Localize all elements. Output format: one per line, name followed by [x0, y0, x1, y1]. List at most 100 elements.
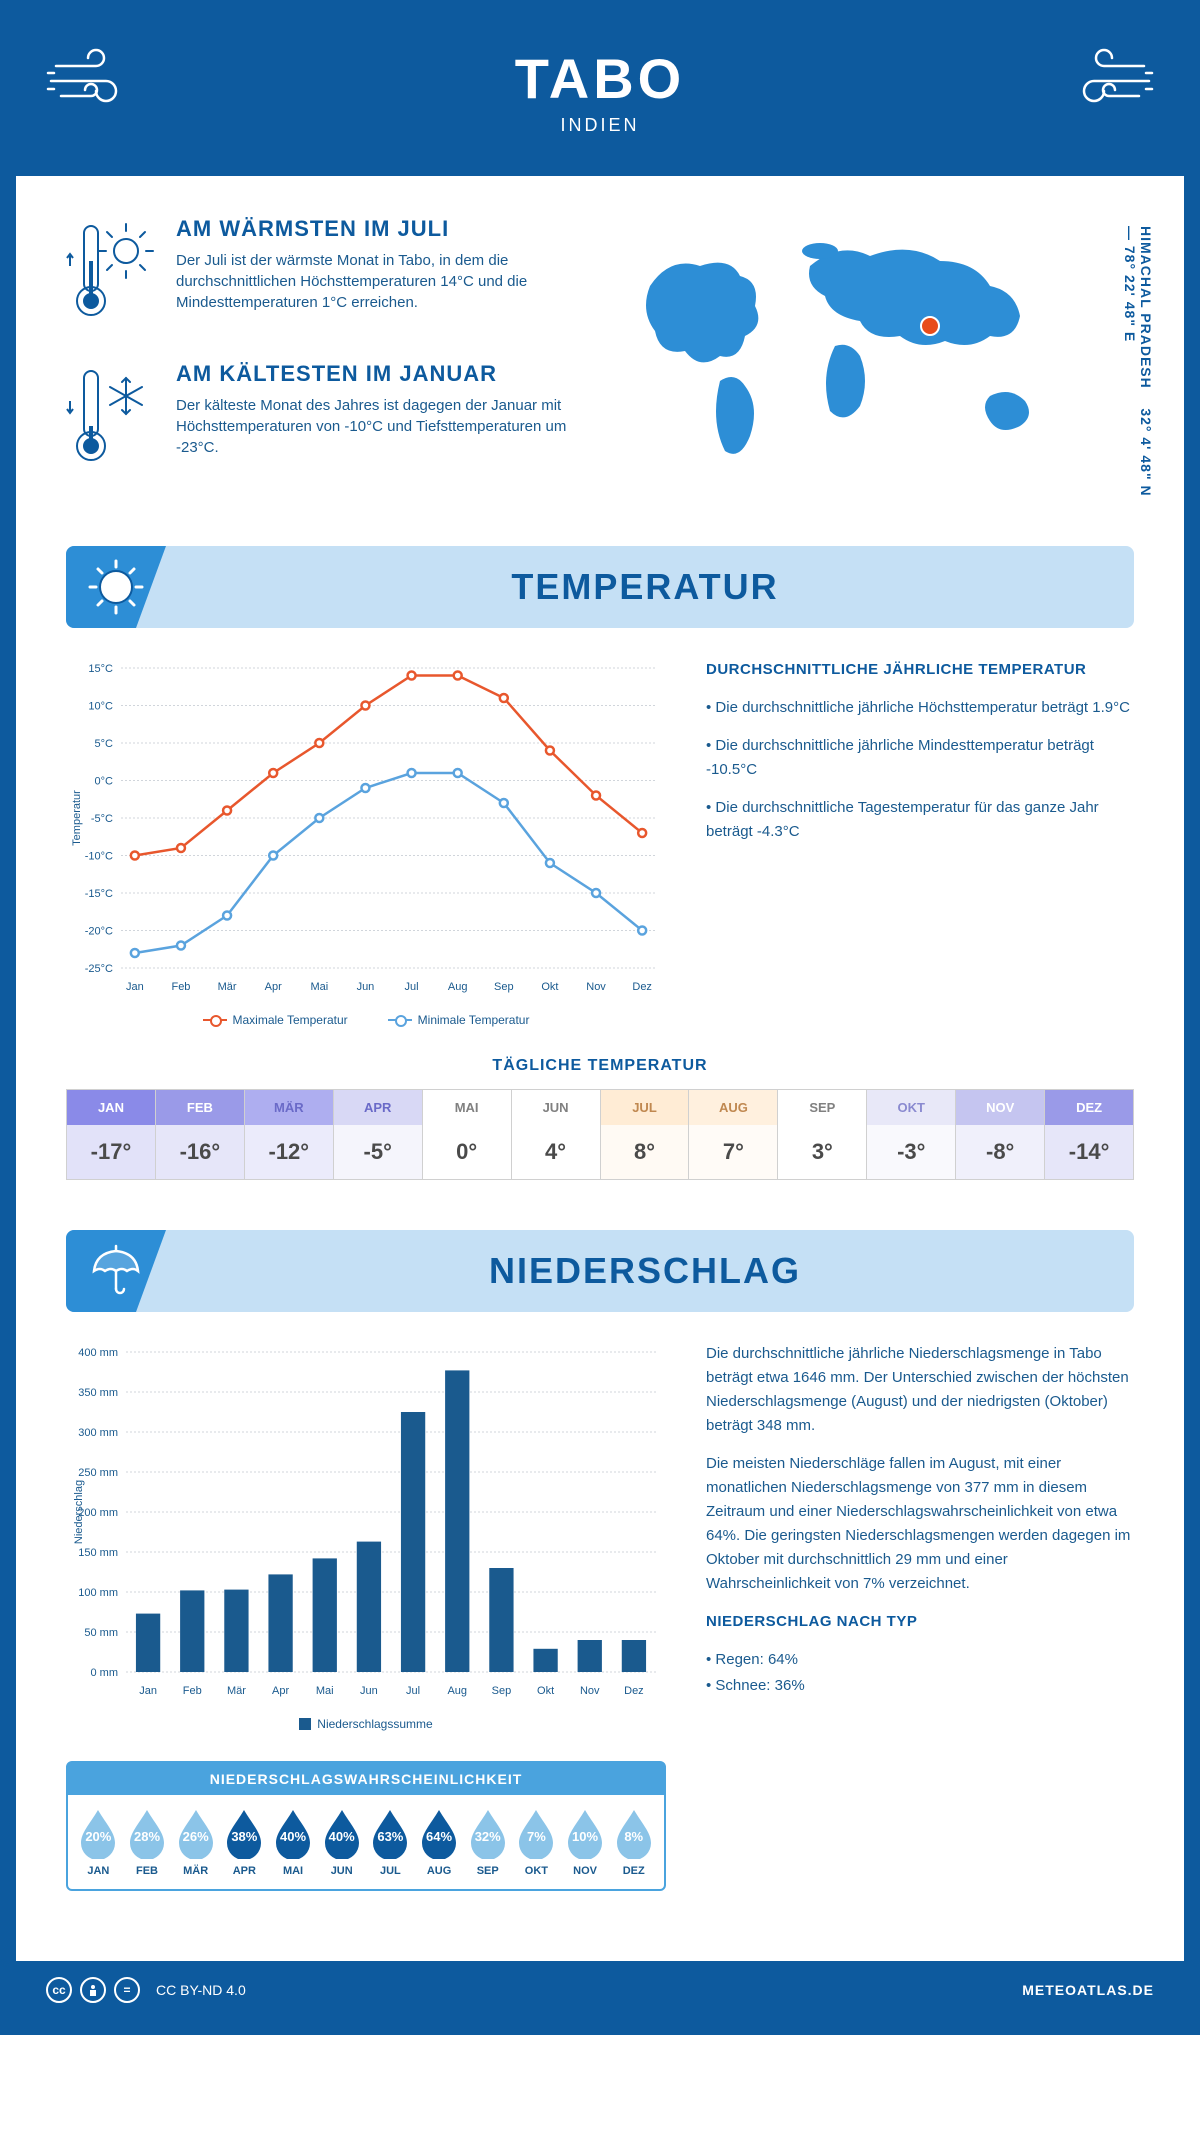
svg-text:Apr: Apr [272, 1685, 289, 1697]
probability-cell: 20% JAN [76, 1807, 121, 1877]
svg-text:Niederschlag: Niederschlag [73, 1480, 85, 1544]
probability-cell: 64% AUG [417, 1807, 462, 1877]
svg-text:Mai: Mai [310, 981, 328, 993]
probability-cell: 8% DEZ [611, 1807, 656, 1877]
temp-cell: SEP 3° [778, 1090, 867, 1179]
svg-text:10°C: 10°C [88, 701, 113, 713]
svg-text:Sep: Sep [492, 1685, 512, 1697]
precipitation-summary: Die durchschnittliche jährliche Niedersc… [706, 1342, 1134, 1891]
page-header: TABO INDIEN [16, 16, 1184, 176]
svg-text:-20°C: -20°C [85, 926, 113, 938]
svg-text:Feb: Feb [183, 1685, 202, 1697]
daily-temp-title: TÄGLICHE TEMPERATUR [66, 1057, 1134, 1075]
cc-icon: cc [46, 1977, 72, 2003]
svg-text:Jul: Jul [405, 981, 419, 993]
section-title: TEMPERATUR [176, 566, 1114, 608]
temperature-summary: DURCHSCHNITTLICHE JÄHRLICHE TEMPERATUR •… [706, 658, 1134, 1027]
svg-text:Feb: Feb [171, 981, 190, 993]
precipitation-probability-box: NIEDERSCHLAGSWAHRSCHEINLICHKEIT 20% JAN … [66, 1761, 666, 1891]
coldest-fact: AM KÄLTESTEN IM JANUAR Der kälteste Mona… [66, 361, 580, 476]
svg-text:0°C: 0°C [95, 776, 114, 788]
svg-text:15°C: 15°C [88, 663, 113, 675]
temp-cell: FEB -16° [156, 1090, 245, 1179]
page-title: TABO [36, 46, 1164, 111]
svg-text:Dez: Dez [624, 1685, 644, 1697]
fact-text: Der Juli ist der wärmste Monat in Tabo, … [176, 250, 580, 313]
fact-text: Der kälteste Monat des Jahres ist dagege… [176, 395, 580, 458]
temp-cell: MAI 0° [423, 1090, 512, 1179]
coordinates-label: HIMACHAL PRADESH 32° 4' 48" N — 78° 22' … [1122, 226, 1154, 506]
svg-text:Nov: Nov [580, 1685, 600, 1697]
temperature-line-chart: -25°C -20°C -15°C -10°C -5°C 0°C 5°C 10°C 15°C Ja… [66, 658, 666, 998]
section-header-temperature: TEMPERATUR [66, 546, 1134, 628]
svg-text:Jun: Jun [360, 1685, 378, 1697]
chart-legend: Niederschlagssumme [66, 1717, 666, 1731]
probability-cell: 10% NOV [563, 1807, 608, 1877]
temp-cell: APR -5° [334, 1090, 423, 1179]
svg-text:Mär: Mär [218, 981, 237, 993]
svg-text:Jun: Jun [357, 981, 375, 993]
probability-cell: 40% JUN [319, 1807, 364, 1877]
svg-text:300 mm: 300 mm [78, 1427, 118, 1439]
svg-text:Nov: Nov [586, 981, 606, 993]
temp-cell: JUL 8° [601, 1090, 690, 1179]
svg-text:-5°C: -5°C [91, 813, 113, 825]
page-footer: cc = CC BY-ND 4.0 METEOATLAS.DE [16, 1961, 1184, 2019]
svg-text:50 mm: 50 mm [84, 1627, 118, 1639]
temp-cell: AUG 7° [689, 1090, 778, 1179]
svg-text:Jan: Jan [126, 981, 144, 993]
probability-cell: 32% SEP [465, 1807, 510, 1877]
chart-legend: .legend-line[style*="e8572d"]::after{bor… [66, 1013, 666, 1027]
svg-text:Okt: Okt [541, 981, 558, 993]
wind-icon [1054, 46, 1154, 121]
svg-text:150 mm: 150 mm [78, 1547, 118, 1559]
svg-text:Okt: Okt [537, 1685, 554, 1697]
license-label: CC BY-ND 4.0 [156, 1982, 246, 1998]
temp-cell: NOV -8° [956, 1090, 1045, 1179]
svg-text:100 mm: 100 mm [78, 1587, 118, 1599]
page-subtitle: INDIEN [36, 115, 1164, 136]
section-header-precipitation: NIEDERSCHLAG [66, 1230, 1134, 1312]
nd-icon: = [114, 1977, 140, 2003]
svg-text:Temperatur: Temperatur [71, 790, 83, 846]
probability-cell: 28% FEB [125, 1807, 170, 1877]
temp-cell: JAN -17° [67, 1090, 156, 1179]
svg-text:Mai: Mai [316, 1685, 334, 1697]
svg-text:Mär: Mär [227, 1685, 246, 1697]
thermometer-sun-icon [66, 216, 156, 331]
svg-text:Apr: Apr [265, 981, 282, 993]
temp-cell: JUN 4° [512, 1090, 601, 1179]
svg-text:Sep: Sep [494, 981, 514, 993]
umbrella-icon [66, 1230, 166, 1312]
temp-cell: OKT -3° [867, 1090, 956, 1179]
temp-cell: MÄR -12° [245, 1090, 334, 1179]
svg-text:Jul: Jul [406, 1685, 420, 1697]
fact-title: AM WÄRMSTEN IM JULI [176, 216, 580, 242]
svg-text:250 mm: 250 mm [78, 1467, 118, 1479]
site-label: METEOATLAS.DE [1022, 1982, 1154, 1998]
svg-text:Aug: Aug [447, 1685, 467, 1697]
wind-icon [46, 46, 146, 121]
probability-cell: 7% OKT [514, 1807, 559, 1877]
by-icon [80, 1977, 106, 2003]
svg-text:Aug: Aug [448, 981, 468, 993]
svg-text:Dez: Dez [632, 981, 652, 993]
probability-cell: 63% JUL [368, 1807, 413, 1877]
world-map: HIMACHAL PRADESH 32° 4' 48" N — 78° 22' … [620, 216, 1134, 506]
precipitation-bar-chart: 0 mm50 mm100 mm150 mm200 mm250 mm300 mm3… [66, 1342, 666, 1702]
svg-text:5°C: 5°C [95, 738, 114, 750]
probability-cell: 40% MAI [271, 1807, 316, 1877]
daily-temperature-table: JAN -17° FEB -16° MÄR -12° APR -5° MAI 0… [66, 1089, 1134, 1180]
svg-text:0 mm: 0 mm [91, 1667, 119, 1679]
svg-text:-10°C: -10°C [85, 851, 113, 863]
probability-cell: 38% APR [222, 1807, 267, 1877]
probability-cell: 26% MÄR [173, 1807, 218, 1877]
svg-text:-15°C: -15°C [85, 888, 113, 900]
fact-title: AM KÄLTESTEN IM JANUAR [176, 361, 580, 387]
temp-cell: DEZ -14° [1045, 1090, 1133, 1179]
svg-text:400 mm: 400 mm [78, 1347, 118, 1359]
svg-text:350 mm: 350 mm [78, 1387, 118, 1399]
section-title: NIEDERSCHLAG [176, 1250, 1114, 1292]
svg-text:-25°C: -25°C [85, 963, 113, 975]
sun-icon [66, 546, 166, 628]
